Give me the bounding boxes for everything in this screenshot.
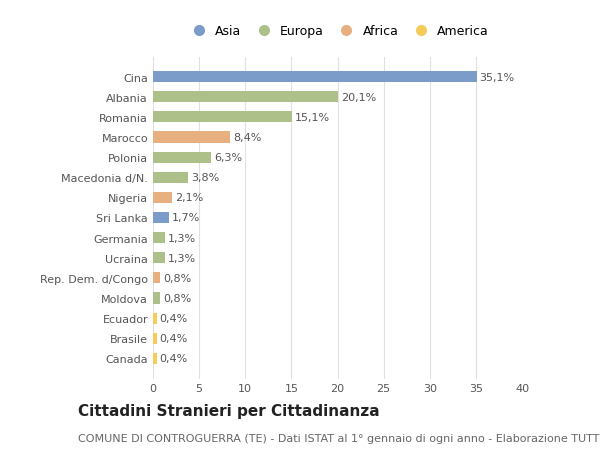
Bar [153,293,160,304]
Text: Cittadini Stranieri per Cittadinanza: Cittadini Stranieri per Cittadinanza [78,403,380,419]
Text: 8,4%: 8,4% [233,133,262,143]
Legend: Asia, Europa, Africa, America: Asia, Europa, Africa, America [186,25,489,38]
Text: 2,1%: 2,1% [175,193,203,203]
Bar [153,112,292,123]
Bar [153,152,211,163]
Bar [153,273,160,284]
Text: 1,3%: 1,3% [168,253,196,263]
Bar [153,252,165,264]
Text: 0,8%: 0,8% [163,273,191,283]
Bar [153,192,172,203]
Bar [153,132,230,143]
Bar [153,233,165,244]
Text: 1,3%: 1,3% [168,233,196,243]
Text: 35,1%: 35,1% [479,73,515,83]
Text: 0,4%: 0,4% [160,313,188,324]
Bar [153,72,477,83]
Bar [153,172,188,184]
Bar [153,313,157,324]
Text: 20,1%: 20,1% [341,93,376,102]
Text: 1,7%: 1,7% [172,213,200,223]
Bar [153,213,169,224]
Bar [153,353,157,364]
Bar [153,92,338,103]
Text: 0,4%: 0,4% [160,334,188,343]
Text: 0,8%: 0,8% [163,293,191,303]
Text: 15,1%: 15,1% [295,112,330,123]
Text: 3,8%: 3,8% [191,173,219,183]
Text: 6,3%: 6,3% [214,153,242,163]
Bar [153,333,157,344]
Text: 0,4%: 0,4% [160,353,188,364]
Text: COMUNE DI CONTROGUERRA (TE) - Dati ISTAT al 1° gennaio di ogni anno - Elaborazio: COMUNE DI CONTROGUERRA (TE) - Dati ISTAT… [78,433,600,442]
